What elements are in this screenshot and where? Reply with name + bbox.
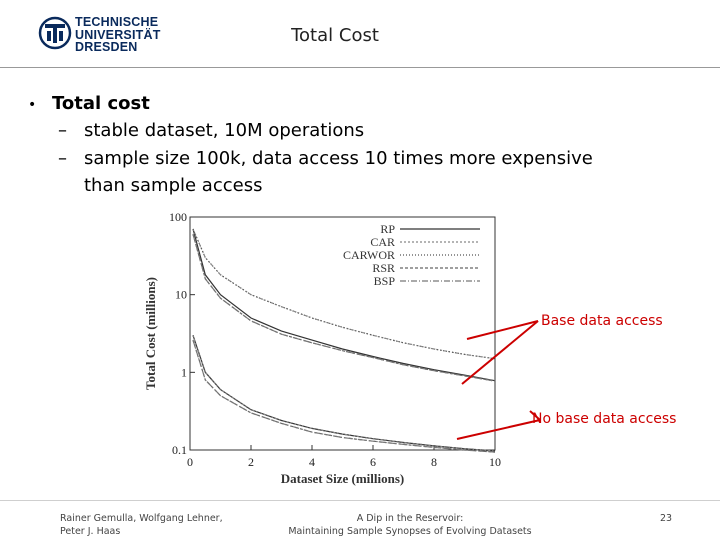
logo-line-2: UNIVERSITÄT [75, 27, 161, 42]
footer-divider [0, 500, 720, 501]
legend-label: CAR [370, 235, 395, 249]
bullet-dot-icon: • [28, 97, 37, 113]
bullet-list: • Total cost – stable dataset, 10M operati… [28, 92, 593, 199]
x-tick-label: 10 [489, 455, 501, 469]
series-line-carwor-group-2 [192, 335, 496, 452]
arrow-no-base-2 [529, 410, 541, 421]
plot-frame [189, 216, 496, 451]
logo-wordmark: TECHNISCHE UNIVERSITÄT DRESDEN [75, 16, 161, 54]
x-tick-label: 4 [309, 455, 315, 469]
footer-talk-title: A Dip in the Reservoir: Maintaining Samp… [260, 512, 560, 538]
logo-emblem-icon [38, 16, 72, 50]
dash-icon: – [58, 120, 67, 141]
x-tick-label: 6 [370, 455, 376, 469]
slide-title: Total Cost [291, 25, 379, 46]
series-line-carwor-group-1 [192, 228, 496, 360]
arrow-base-1 [466, 320, 539, 340]
total-cost-chart: 0.1 1 10 100 0 2 4 6 8 10 Dataset Size (millions) T… [143, 210, 501, 486]
bullet-sub-2: – sample size 100k, data access 10 times … [58, 145, 593, 199]
x-tick-label: 2 [248, 455, 254, 469]
x-tick-label: 0 [187, 455, 193, 469]
arrow-no-base-1 [456, 419, 541, 440]
university-logo: TECHNISCHE UNIVERSITÄT DRESDEN [38, 15, 168, 55]
y-tick-label: 100 [169, 210, 187, 224]
series-line-bsp-group-1 [192, 234, 496, 382]
footer-title-line-2: Maintaining Sample Synopses of Evolving … [288, 526, 532, 537]
x-tick-label: 8 [431, 455, 437, 469]
footer-authors: Rainer Gemulla, Wolfgang Lehner, Peter J… [60, 512, 223, 538]
header-divider [0, 67, 720, 68]
legend-label: RSR [372, 261, 395, 275]
bullet-main-text: Total cost [52, 93, 150, 114]
legend-label: CARWOR [343, 248, 395, 262]
y-tick-label: 10 [175, 288, 187, 302]
logo-line-3: DRESDEN [75, 40, 138, 54]
page-number: 23 [660, 513, 673, 524]
y-tick-label: 0.1 [172, 443, 187, 457]
legend-label: RP [380, 222, 395, 236]
y-axis-label: Total Cost (millions) [143, 277, 158, 390]
y-tick-label: 1 [181, 365, 187, 379]
dash-icon: – [58, 148, 67, 169]
footer-authors-line-1: Rainer Gemulla, Wolfgang Lehner, [60, 513, 223, 524]
x-axis-label: Dataset Size (millions) [281, 471, 404, 486]
bullet-sub-1: – stable dataset, 10M operations [58, 117, 593, 145]
annotation-base-data-access: Base data access [541, 313, 663, 329]
bullet-main: • Total cost [28, 92, 593, 117]
legend-label: BSP [374, 274, 396, 288]
bullet-sub-1-text: stable dataset, 10M operations [84, 120, 365, 141]
bullet-sub-2-text: sample size 100k, data access 10 times m… [84, 148, 593, 169]
footer-title-line-1: A Dip in the Reservoir: [356, 513, 464, 524]
series-line-rp-group-1 [192, 228, 496, 382]
series-line-bsp-group-2 [192, 339, 496, 453]
footer-authors-line-2: Peter J. Haas [60, 526, 121, 537]
logo-line-1: TECHNISCHE [75, 15, 159, 29]
arrow-base-2 [461, 320, 539, 385]
bullet-sub-2-continuation: than sample access [84, 175, 263, 196]
annotation-no-base-data-access: No base data access [532, 411, 677, 427]
